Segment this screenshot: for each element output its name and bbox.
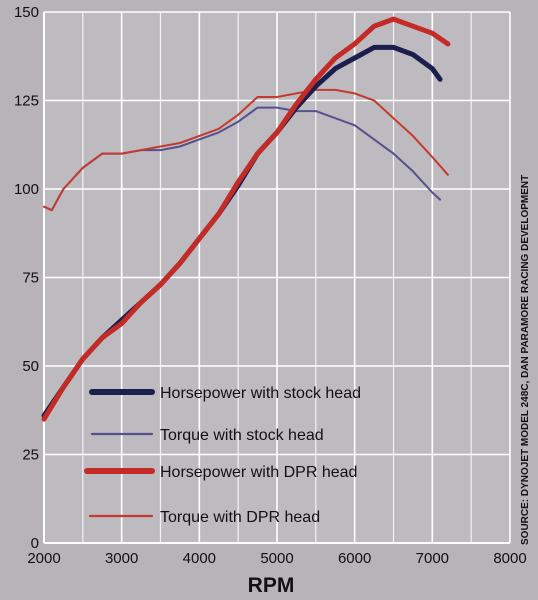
legend-label-4: Torque with DPR head	[160, 509, 320, 526]
y-tick-label-0: 0	[31, 535, 39, 552]
y-tick-label-125: 125	[14, 93, 39, 110]
x-tick-label-2000: 2000	[27, 550, 60, 567]
y-tick-label-75: 75	[22, 270, 39, 287]
x-tick-label-5000: 5000	[260, 550, 293, 567]
legend-label-3: Horsepower with DPR head	[160, 464, 357, 481]
series-line-4	[43, 88, 449, 212]
x-tick-label-8000: 8000	[493, 550, 526, 567]
tick-labels: 2000 3000 4000 5000 6000 7000 8000 0 25 50 75 100 12…	[14, 4, 527, 567]
legend: Horsepower with stock head Torque with st…	[84, 385, 361, 526]
legend-label-2: Torque with stock head	[160, 427, 324, 444]
legend-label-1: Horsepower with stock head	[160, 385, 361, 402]
x-axis-title: RPM	[248, 574, 295, 597]
series-lines	[41, 16, 451, 422]
grid	[43, 11, 511, 544]
x-tick-label-3000: 3000	[105, 550, 138, 567]
y-tick-label-100: 100	[14, 181, 39, 198]
x-tick-label-4000: 4000	[183, 550, 216, 567]
y-tick-label-25: 25	[22, 447, 39, 464]
x-tick-label-6000: 6000	[338, 550, 371, 567]
y-tick-label-50: 50	[22, 358, 39, 375]
series-line-3	[41, 16, 451, 422]
x-tick-label-7000: 7000	[416, 550, 449, 567]
source-note: SOURCE: DYNOJET MODEL 248C, DAN PARAMORE…	[520, 175, 531, 545]
y-tick-label-150: 150	[14, 4, 39, 21]
